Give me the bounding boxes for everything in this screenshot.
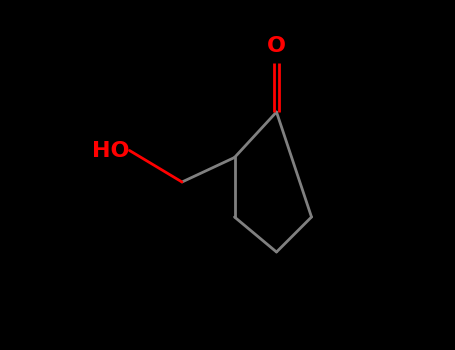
Text: HO: HO <box>92 140 130 161</box>
Text: O: O <box>267 36 286 56</box>
